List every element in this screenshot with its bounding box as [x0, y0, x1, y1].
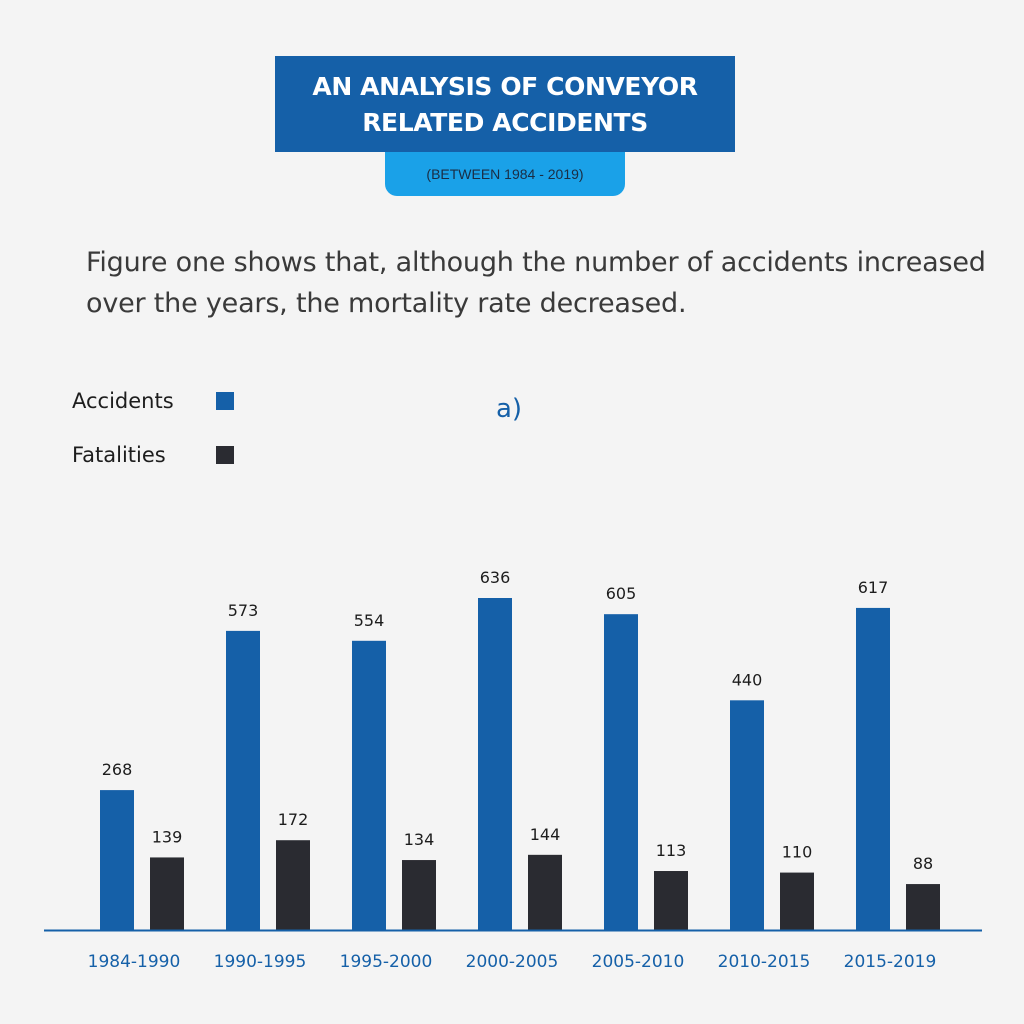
x-tick-label-1984-1990: 1984-1990	[88, 952, 181, 972]
bar-accidents-1990-1995	[226, 630, 260, 930]
bar-fatalities-2015-2019	[906, 884, 940, 930]
value-label-fatalities-2015-2019: 88	[913, 854, 933, 873]
value-label-fatalities-1995-2000: 134	[404, 830, 435, 849]
date-range-subtitle: (BETWEEN 1984 - 2019)	[385, 152, 625, 196]
bar-fatalities-1995-2000	[402, 860, 436, 930]
value-label-accidents-1984-1990: 268	[102, 760, 133, 779]
legend-label-accidents: Accidents	[72, 389, 174, 413]
description-text: Figure one shows that, although the numb…	[86, 247, 986, 319]
chart-label: a)	[496, 394, 523, 424]
x-tick-label-2005-2010: 2005-2010	[592, 952, 685, 972]
value-label-fatalities-1984-1990: 139	[152, 827, 183, 846]
bar-accidents-2010-2015	[730, 700, 764, 930]
x-tick-label-2015-2019: 2015-2019	[844, 952, 937, 972]
legend-swatch-fatalities	[216, 446, 234, 464]
value-label-accidents-2000-2005: 636	[480, 568, 511, 587]
legend-swatch-accidents	[216, 392, 234, 410]
value-label-accidents-2015-2019: 617	[858, 578, 889, 597]
bar-accidents-2000-2005	[478, 598, 512, 930]
value-label-fatalities-2005-2010: 113	[656, 841, 687, 860]
title-banner: AN ANALYSIS OF CONVEYOR RELATED ACCIDENT…	[275, 56, 735, 152]
legend-item-fatalities: Fatalities	[72, 440, 234, 470]
legend-item-accidents: Accidents	[72, 386, 234, 416]
bar-accidents-2005-2010	[604, 614, 638, 930]
bar-fatalities-1984-1990	[150, 857, 184, 930]
bar-fatalities-2000-2005	[528, 854, 562, 930]
bar-fatalities-2005-2010	[654, 871, 688, 930]
title-line-1: AN ANALYSIS OF CONVEYOR	[312, 72, 698, 101]
x-tick-label-1990-1995: 1990-1995	[214, 952, 307, 972]
bar-fatalities-1990-1995	[276, 840, 310, 930]
value-label-accidents-1990-1995: 573	[228, 601, 259, 620]
value-label-accidents-2010-2015: 440	[732, 670, 763, 689]
title-line-2: RELATED ACCIDENTS	[362, 108, 648, 137]
x-tick-label-2010-2015: 2010-2015	[718, 952, 811, 972]
bar-fatalities-2010-2015	[780, 872, 814, 930]
value-label-fatalities-2000-2005: 144	[530, 825, 561, 844]
bar-accidents-2015-2019	[856, 607, 890, 930]
x-tick-label-1995-2000: 1995-2000	[340, 952, 433, 972]
value-label-fatalities-2010-2015: 110	[782, 843, 813, 862]
bar-accidents-1995-2000	[352, 640, 386, 930]
x-tick-label-2000-2005: 2000-2005	[466, 952, 559, 972]
value-label-accidents-1995-2000: 554	[354, 611, 385, 630]
value-label-accidents-2005-2010: 605	[606, 584, 637, 603]
legend-label-fatalities: Fatalities	[72, 443, 166, 467]
bar-accidents-1984-1990	[100, 790, 134, 930]
value-label-fatalities-1990-1995: 172	[278, 810, 309, 829]
